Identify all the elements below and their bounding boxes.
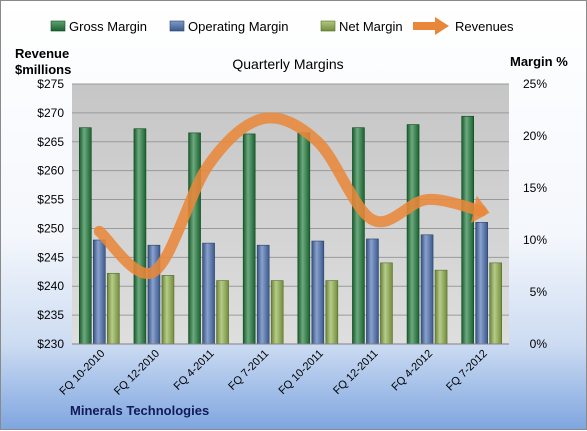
left-tick-label: $250 — [37, 221, 64, 235]
category-label: FQ 12-2010 — [112, 348, 162, 398]
legend-swatch — [320, 20, 336, 32]
net-margin-bar — [380, 262, 393, 345]
left-axis-ticks: $230 $235 $240 $245 $250 $255 $260 $265 $270 $275 — [37, 77, 64, 351]
legend-swatch — [169, 20, 185, 32]
right-tick-label: 5% — [530, 285, 548, 299]
left-tick-label: $230 — [37, 337, 64, 351]
legend-label: Operating Margin — [188, 19, 288, 34]
category-label: FQ 4-2011 — [172, 348, 217, 393]
right-tick-label: 10% — [523, 233, 547, 247]
operating-margin-bar — [93, 239, 106, 345]
right-axis-label: Margin % — [510, 54, 568, 69]
net-margin-bar — [325, 280, 339, 345]
revenues-arrowhead — [470, 195, 490, 224]
net-margin-bar — [434, 269, 448, 345]
operating-margin-bar — [202, 242, 215, 345]
left-tick-label: $235 — [37, 308, 64, 322]
right-tick-label: 0% — [530, 337, 548, 351]
category-label: FQ 10-2010 — [57, 348, 107, 398]
gross-margin-bar — [133, 128, 147, 345]
right-tick-label: 15% — [523, 181, 547, 195]
net-margin-bar — [107, 272, 120, 345]
gross-margin-bar — [297, 132, 311, 345]
revenues-line — [93, 112, 488, 279]
right-tick-label: 20% — [523, 129, 547, 143]
category-labels: FQ 10-2010 FQ 12-2010 FQ 4-2011 FQ 7-2011 FQ… — [57, 348, 489, 398]
left-tick-label: $260 — [37, 164, 64, 178]
net-margin-bar — [270, 280, 284, 345]
right-tick-label: 25% — [523, 77, 547, 91]
legend: Gross Margin Operating Margin Net Margin Re… — [50, 17, 514, 35]
net-margin-bar — [489, 262, 502, 345]
company-name: Minerals Technologies — [70, 403, 209, 418]
left-tick-label: $270 — [37, 106, 64, 120]
chart-title: Quarterly Margins — [232, 56, 343, 72]
right-axis-ticks: 0% 5% 10% 15% 20% 25% — [523, 77, 547, 351]
left-tick-label: $275 — [37, 77, 64, 91]
left-tick-label: $265 — [37, 135, 64, 149]
gross-margin-bar — [461, 115, 474, 345]
net-margin-bar — [161, 275, 175, 345]
left-axis-label-line2: $millions — [15, 62, 71, 77]
revenues-series — [93, 112, 490, 279]
gross-margin-bar — [406, 124, 420, 345]
left-tick-label: $245 — [37, 250, 64, 264]
net-margin-bar — [216, 280, 229, 345]
gross-margin-bar — [242, 133, 256, 345]
operating-margin-bar — [256, 244, 270, 345]
legend-label: Revenues — [455, 19, 514, 34]
operating-margin-bar — [366, 238, 379, 345]
legend-arrow — [435, 17, 449, 35]
operating-margin-bar — [475, 222, 488, 345]
left-tick-label: $240 — [37, 279, 64, 293]
gross-margin-bar — [352, 127, 365, 345]
legend-label: Gross Margin — [69, 19, 147, 34]
gross-margin-bar — [79, 127, 92, 345]
gross-margin-bar — [188, 132, 201, 345]
category-label: FQ 10-2011 — [277, 348, 326, 397]
left-tick-label: $255 — [37, 193, 64, 207]
bars — [79, 115, 502, 345]
legend-label: Net Margin — [339, 19, 403, 34]
category-label: FQ 12-2011 — [331, 348, 380, 397]
operating-margin-bar — [420, 234, 434, 345]
category-label: FQ 7-2011 — [226, 348, 271, 393]
category-label: FQ 4-2012 — [390, 348, 436, 394]
left-axis-label-line1: Revenue — [15, 46, 69, 61]
operating-margin-bar — [311, 240, 325, 345]
legend-swatch — [50, 20, 66, 32]
category-label: FQ 7-2012 — [444, 348, 490, 394]
